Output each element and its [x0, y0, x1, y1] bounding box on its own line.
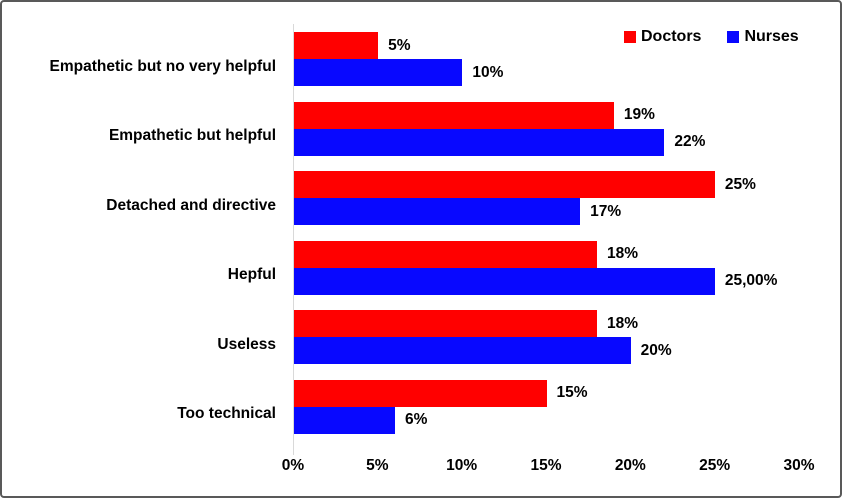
bar-row: 22% [294, 128, 799, 156]
data-label: 10% [472, 63, 504, 81]
data-label: 17% [590, 202, 622, 220]
data-label: 18% [607, 314, 639, 332]
x-axis-tick-label: 15% [530, 457, 562, 474]
category-label: Hepful [227, 266, 276, 284]
nurses-bar [294, 406, 395, 434]
bar-row: 25% [294, 171, 799, 198]
doctors-bar [294, 240, 597, 268]
doctors-bar [294, 379, 547, 407]
data-label: 5% [388, 36, 411, 54]
legend-item-nurses: Nurses [727, 28, 799, 46]
legend-label-doctors: Doctors [641, 28, 702, 45]
category-label: Too technical [177, 405, 276, 423]
bar-row: 6% [294, 406, 799, 434]
bar-group: 18% 25,00% [294, 240, 799, 311]
category-label: Empathetic but helpful [108, 127, 276, 145]
bar-row: 18% [294, 310, 799, 337]
nurses-bar [294, 59, 463, 86]
data-label: 19% [623, 106, 655, 123]
plot-area: 5% 10% 19% 22% 25% 17% 18% 25,00% 18% 20% 15% 6% [293, 24, 799, 449]
doctors-bar [294, 101, 614, 129]
bar-row: 15% [294, 379, 799, 407]
category-label: Detached and directive [106, 196, 276, 214]
nurses-bar [294, 198, 581, 225]
bar-row: 10% [294, 59, 799, 86]
x-axis-tick-label: 25% [699, 457, 731, 474]
data-label: 25% [724, 175, 756, 193]
legend-label-nurses: Nurses [744, 28, 799, 45]
bar-group: 18% 20% [294, 310, 799, 380]
nurses-bar [294, 337, 631, 364]
nurses-swatch-icon [727, 31, 740, 43]
doctors-bar [294, 310, 597, 337]
axis-tick-mark [293, 449, 294, 455]
x-axis-tick-label: 0% [281, 457, 305, 474]
bar-group: 25% 17% [294, 171, 799, 241]
data-label: 15% [556, 384, 588, 401]
doctors-bar [294, 32, 379, 59]
bar-row: 20% [294, 337, 799, 364]
x-axis-tick-label: 5% [366, 457, 389, 474]
bar-row: 25,00% [294, 267, 799, 295]
bar-group: 19% 22% [294, 101, 799, 172]
bar-group: 15% 6% [294, 379, 799, 450]
data-label: 6% [405, 411, 428, 428]
x-axis-tick-label: 20% [614, 457, 646, 474]
x-axis-tick-labels: 0% 5% 10% 15% 20% 25% 30% [282, 455, 815, 477]
nurses-bar [294, 267, 715, 295]
bar-group: 5% 10% [294, 32, 799, 102]
x-axis-tick-label: 10% [446, 457, 478, 474]
data-label: 22% [674, 133, 706, 150]
chart-legend: Doctors Nurses [624, 28, 799, 46]
nurses-bar [294, 128, 665, 156]
category-label: Useless [217, 335, 276, 353]
bar-row: 5% [294, 32, 799, 59]
bar-row: 17% [294, 198, 799, 225]
legend-item-doctors: Doctors [624, 28, 701, 46]
category-axis-labels: Empathetic but no very helpful Empathetic… [8, 24, 285, 449]
category-label: Empathetic but no very helpful [49, 57, 277, 75]
doctors-swatch-icon [624, 31, 636, 43]
bar-row: 19% [294, 101, 799, 129]
data-label: 25,00% [724, 272, 778, 289]
data-label: 18% [607, 245, 639, 262]
bar-row: 18% [294, 240, 799, 268]
data-label: 20% [640, 341, 672, 359]
x-axis-tick-label: 30% [783, 457, 815, 474]
doctors-bar [294, 171, 715, 198]
